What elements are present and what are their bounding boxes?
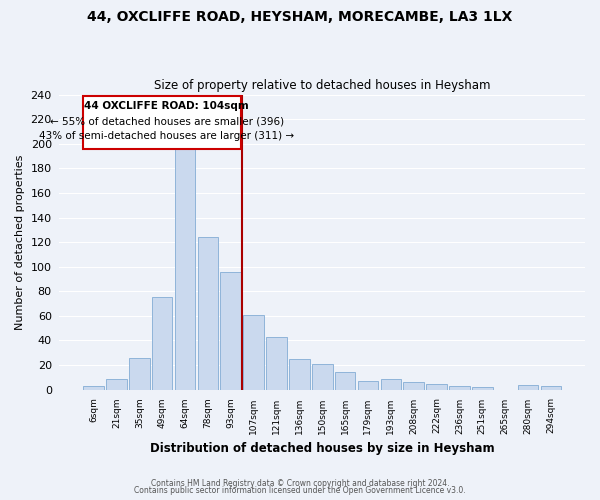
Bar	[472, 387, 493, 390]
Bar	[244, 314, 264, 390]
Text: Contains public sector information licensed under the Open Government Licence v3: Contains public sector information licen…	[134, 486, 466, 495]
Bar	[449, 386, 470, 390]
Bar	[380, 378, 401, 390]
Bar	[426, 384, 447, 390]
Bar	[518, 384, 538, 390]
Bar	[541, 386, 561, 390]
Text: 43% of semi-detached houses are larger (311) →: 43% of semi-detached houses are larger (…	[39, 132, 295, 141]
Bar	[175, 146, 196, 390]
X-axis label: Distribution of detached houses by size in Heysham: Distribution of detached houses by size …	[150, 442, 494, 455]
Bar	[289, 359, 310, 390]
Bar	[358, 381, 378, 390]
Text: 44, OXCLIFFE ROAD, HEYSHAM, MORECAMBE, LA3 1LX: 44, OXCLIFFE ROAD, HEYSHAM, MORECAMBE, L…	[88, 10, 512, 24]
Bar	[83, 386, 104, 390]
Bar	[152, 298, 172, 390]
Bar	[335, 372, 355, 390]
Y-axis label: Number of detached properties: Number of detached properties	[15, 154, 25, 330]
Bar	[266, 337, 287, 390]
Bar	[197, 237, 218, 390]
Bar	[403, 382, 424, 390]
Text: Contains HM Land Registry data © Crown copyright and database right 2024.: Contains HM Land Registry data © Crown c…	[151, 478, 449, 488]
Bar	[312, 364, 332, 390]
Title: Size of property relative to detached houses in Heysham: Size of property relative to detached ho…	[154, 79, 490, 92]
Text: ← 55% of detached houses are smaller (396): ← 55% of detached houses are smaller (39…	[50, 116, 284, 126]
Bar	[220, 272, 241, 390]
Bar	[106, 378, 127, 390]
Bar	[129, 358, 149, 390]
FancyBboxPatch shape	[83, 96, 241, 148]
Text: 44 OXCLIFFE ROAD: 104sqm: 44 OXCLIFFE ROAD: 104sqm	[85, 100, 249, 110]
